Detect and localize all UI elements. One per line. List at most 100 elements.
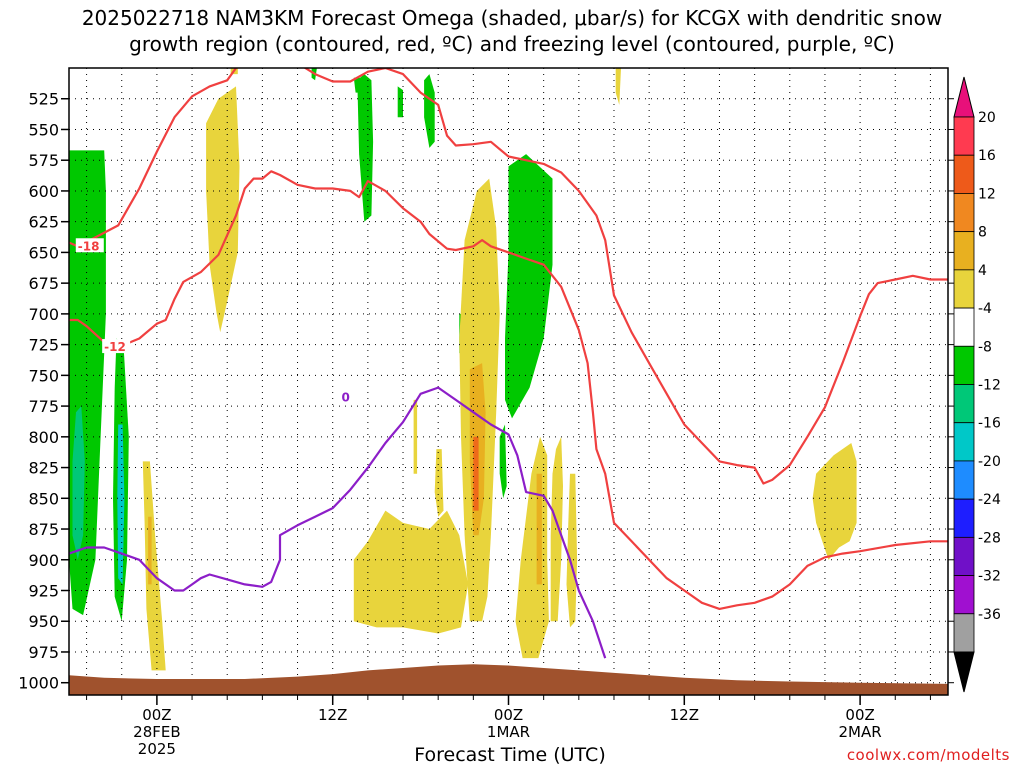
colorbar-tick-label: -8: [978, 339, 992, 355]
colorbar-tick-label: -20: [978, 454, 1001, 470]
colorbar-tick-label: -16: [978, 416, 1001, 432]
omega-region-updraft_strong: [473, 436, 479, 511]
colorbar-tick-label: -4: [978, 301, 992, 317]
y-tick-label: 775: [28, 397, 59, 416]
colorbar-tick-label: -36: [978, 607, 1001, 623]
y-tick-label: 725: [28, 336, 59, 355]
colorbar-tick-label: -28: [978, 530, 1001, 546]
colorbar-bin: [953, 116, 975, 156]
colorbar-bin: [953, 193, 975, 233]
y-tick-label: 975: [28, 643, 59, 662]
colorbar-bin: [953, 154, 975, 194]
omega-region-downdraft_weak: [424, 74, 435, 148]
plot-content: -18 -12 0: [69, 56, 948, 695]
omega-region-updraft_weak: [812, 443, 857, 560]
y-tick-label: 825: [28, 459, 59, 478]
y-tick-label: 525: [28, 90, 59, 109]
contour-label--18: -18: [78, 239, 100, 253]
y-tick-label: 700: [28, 305, 59, 324]
x-axis-label: Forecast Time (UTC): [414, 744, 606, 766]
colorbar-bin: [953, 613, 975, 653]
omega-region-updraft_weak: [434, 449, 444, 517]
y-tick-label: 900: [28, 551, 59, 570]
x-tick-label: 12Z: [318, 706, 347, 724]
colorbar-bin: [953, 498, 975, 538]
omega-region-updraft_moderate: [148, 516, 152, 585]
source-credit[interactable]: coolwx.com/modelts: [846, 746, 1010, 764]
y-tick-label: 750: [28, 366, 59, 385]
y-tick-label: 875: [28, 520, 59, 539]
omega-region-downdraft_strong: [117, 424, 125, 585]
contour-label-0: 0: [341, 390, 349, 404]
omega-region-downdraft_weak: [353, 77, 361, 93]
omega-region-updraft_moderate: [536, 473, 542, 585]
omega-region-downdraft_weak: [69, 150, 106, 616]
chart-title-line1: 2025022718 NAM3KM Forecast Omega (shaded…: [81, 6, 943, 30]
y-tick-label: 800: [28, 428, 59, 447]
x-tick-label: 28FEB: [133, 723, 180, 741]
terrain: [69, 664, 948, 695]
contour-label-bg: [102, 339, 131, 354]
y-tick-label: 625: [28, 213, 59, 232]
colorbar-bin: [953, 575, 975, 615]
omega-region-updraft_weak: [566, 473, 578, 628]
x-tick-label: 2025: [138, 740, 176, 758]
y-tick-label: 550: [28, 120, 59, 139]
x-tick-label: 00Z: [845, 706, 874, 724]
contour-line--12: [69, 170, 948, 611]
y-axis: 525 550 575 600 625 650 675 700 725 750 775 800 825 8…: [18, 90, 954, 693]
contour-label--12: -12: [104, 340, 126, 354]
y-tick-label: 850: [28, 489, 59, 508]
omega-region-downdraft_weak: [499, 424, 507, 499]
colorbar-bin: [953, 345, 975, 385]
colorbar: 20 16 12 8 4 -4 -8 -12 -16 -20 -24 -28 -32 -36: [953, 76, 1001, 693]
omega-region-updraft_weak: [353, 510, 469, 634]
colorbar-tick-label: 20: [978, 110, 996, 126]
x-tick-label: 12Z: [670, 706, 699, 724]
omega-region-updraft_weak: [550, 436, 563, 622]
omega-region-updraft_weak: [276, 56, 281, 68]
y-tick-label: 575: [28, 151, 59, 170]
y-tick-label: 675: [28, 274, 59, 293]
y-tick-label: 950: [28, 612, 59, 631]
colorbar-tick-label: -12: [978, 378, 1001, 394]
omega-region-updraft_weak: [142, 461, 166, 671]
colorbar-tick-label: 8: [978, 225, 987, 241]
chart-title-line2: growth region (contoured, red, ºC) and f…: [129, 32, 895, 56]
omega-region-downdraft_weak: [357, 74, 374, 222]
colorbar-top-arrow: [953, 76, 975, 118]
colorbar-bottom-arrow: [953, 651, 975, 693]
x-tick-label: 00Z: [142, 706, 171, 724]
colorbar-bin: [953, 269, 975, 309]
colorbar-tick-label: -24: [978, 492, 1001, 508]
colorbar-tick-label: 4: [978, 263, 987, 279]
x-tick-label: 00Z: [494, 706, 523, 724]
y-tick-label: 1000: [18, 674, 59, 693]
colorbar-bin: [953, 460, 975, 500]
omega-region-downdraft_weak: [397, 86, 403, 118]
contour-label-bg: [339, 389, 352, 404]
colorbar-tick-label: 12: [978, 186, 996, 202]
colorbar-bin: [953, 422, 975, 462]
omega-region-updraft_weak: [615, 68, 621, 105]
colorbar-tick-label: 16: [978, 148, 996, 164]
x-tick-label: 1MAR: [487, 723, 530, 741]
x-tick-label: 2MAR: [839, 723, 882, 741]
omega-region-updraft_weak: [206, 86, 240, 333]
omega-region-updraft_weak: [413, 399, 418, 474]
colorbar-bin: [953, 536, 975, 576]
contour-label-bg: [75, 238, 104, 253]
colorbar-bin: [953, 231, 975, 271]
contour-line-0: [69, 386, 607, 659]
y-tick-label: 600: [28, 182, 59, 201]
omega-region-downdraft_moderate: [72, 406, 85, 560]
plot-area: -18 -12 0: [68, 56, 949, 696]
y-tick-label: 925: [28, 582, 59, 601]
colorbar-tick-label: -32: [978, 569, 1001, 585]
y-tick-label: 650: [28, 243, 59, 262]
colorbar-bin: [953, 384, 975, 424]
colorbar-bin: [953, 307, 975, 347]
contour-line--18: [69, 68, 948, 485]
omega-region-downdraft_weak: [505, 154, 553, 419]
